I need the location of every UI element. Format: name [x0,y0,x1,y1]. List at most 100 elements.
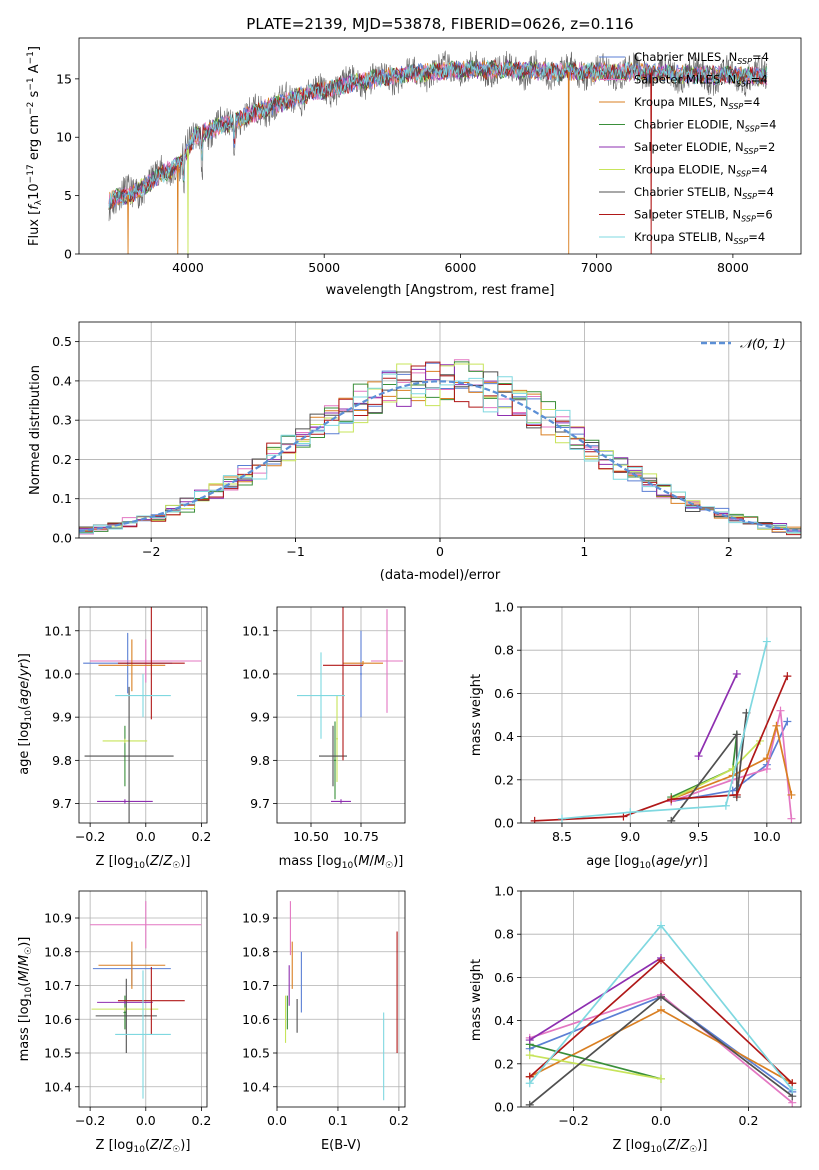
weight-marker [619,812,628,821]
legend-label: Salpeter MILES, NSSP=4 [634,73,768,89]
legend-label: Kroupa STELIB, NSSP=4 [634,230,765,246]
weight-marker [657,992,665,1001]
x-tick-label: 10.0 [753,829,781,844]
y-tick-label: 0.0 [494,1100,514,1115]
y-tick-label: 0.0 [52,531,72,546]
x-tick-label: −2 [142,544,160,559]
spectrum-data [108,50,768,254]
x-tick-label: 2 [725,544,733,559]
legend-text: Salpeter STELIB, N [634,208,741,222]
weight-vs-age-xlabel: age [log10(age/yr)] [586,854,708,871]
y-tick-label: 10.8 [44,944,72,959]
weight-marker [772,721,781,730]
age-vs-z-plot: −0.2 0.0 0.2 9.7 9.8 9.9 10.0 10.1 [44,606,211,844]
weight-vs-age-panel: 8.5 9.0 9.5 10.0 0.0 0.2 0.4 0.6 0.8 1.0 age [log… [469,600,802,871]
age-vs-mass-xlabel: mass [log10(M/M☉)] [279,854,404,871]
legend-label: Chabrier ELODIE, NSSP=4 [634,118,776,134]
legend-label: Chabrier STELIB, NSSP=4 [634,185,774,201]
x-tick-label: 0.2 [191,829,211,844]
age-vs-z-ylabel: age [log10(age/yr)] [17,653,34,775]
errorbar-group [90,901,202,1099]
age-vs-mass-panel: 10.50 10.75 9.7 9.8 9.9 10.0 10.1 mass [log10(… [242,606,406,871]
weight-marker [657,1074,665,1083]
x-tick-label: 0 [436,544,444,559]
weight-marker [525,1051,534,1060]
axes-frame [78,606,208,824]
residuals-ylabel: Normed distribution [28,365,43,495]
legend-text: Salpeter ELODIE, N [634,140,744,154]
legend-value: =4 [751,73,768,87]
x-tick-label: 8.5 [552,829,572,844]
y-tick-label: 0.6 [494,686,514,701]
weight-series-line [670,712,748,822]
series-group [530,637,796,823]
spectrum-title: PLATE=2139, MJD=53878, FIBERID=0626, z=0… [246,15,633,33]
weight-marker [626,808,635,817]
x-tick-label: 5000 [308,260,340,275]
x-tick-label: 10.75 [343,829,379,844]
axes-frame [520,890,802,1108]
legend-text: Chabrier MILES, N [634,50,737,64]
x-tick-label: 10.50 [293,829,329,844]
legend-text: Kroupa ELODIE, N [634,163,736,177]
errorbar-group [284,901,398,1101]
weight-series-line [697,673,738,757]
x-tick-label: 7000 [581,260,613,275]
weight-series-line [534,675,789,822]
y-tick-label: 9.8 [52,753,72,768]
y-tick-label: 9.9 [250,710,270,725]
y-tick-label: 0 [64,247,72,262]
y-tick-label: 0.6 [494,970,514,985]
mass-vs-z-panel: −0.2 0.0 0.2 10.4 10.5 10.6 10.7 10.8 10.9 Z [lo… [17,890,211,1155]
weight-vs-age-ylabel: mass weight [469,674,484,756]
legend-value: =4 [752,50,769,64]
y-tick-label: 10 [56,130,72,145]
spectrum-ylabel: Flux [fλ10−17 erg cm−2 s−1 A−1] [26,46,44,246]
y-tick-label: 10.7 [242,978,270,993]
legend-label: Kroupa MILES, NSSP=4 [634,95,760,111]
x-tick-label: 9.0 [620,829,640,844]
residuals-axes [150,538,730,542]
y-tick-label: 10.0 [242,666,270,681]
y-tick-label: 10.9 [44,911,72,926]
y-tick-label: 10.4 [44,1079,72,1094]
errorbar-group [83,607,202,823]
axes-frame [276,606,406,824]
legend-text: Kroupa MILES, N [634,95,729,109]
x-tick-label: 6000 [445,260,477,275]
masked-pixel-spike [187,149,189,254]
y-tick-label: 9.8 [250,753,270,768]
weight-marker [787,814,796,823]
y-tick-label: 10.1 [44,623,72,638]
y-tick-label: 15 [56,71,72,86]
weight-series-line [529,957,662,1041]
weight-series-line [561,641,768,820]
x-tick-label: 9.5 [689,829,709,844]
weight-vs-z-plot: −0.2 0.0 0.2 0.0 0.2 0.4 0.6 0.8 1.0 [494,884,802,1128]
legend-label: Kroupa ELODIE, NSSP=4 [634,163,768,179]
y-tick-label: 9.7 [52,796,72,811]
residuals-grid: −2 −1 0 1 2 0.0 0.1 0.2 0.3 0.4 0.5 [52,322,801,559]
weight-vs-z-panel: −0.2 0.0 0.2 0.0 0.2 0.4 0.6 0.8 1.0 Z [log10(Z/… [469,884,802,1155]
x-tick-label: −0.2 [75,1113,105,1128]
x-tick-label: 0.0 [651,1113,671,1128]
legend-subscript: SSP [736,80,751,89]
x-tick-label: −0.2 [558,1113,588,1128]
legend-subscript: SSP [736,170,751,179]
x-tick-label: 0.0 [267,1113,287,1128]
residuals-legend: 𝒩(0, 1) [701,336,786,351]
x-tick-label: 8000 [717,260,749,275]
mass-vs-z-ylabel: mass [log10(M/M☉)] [17,937,34,1062]
weight-marker [732,669,741,678]
y-tick-label: 10.5 [242,1046,270,1061]
y-tick-label: 1.0 [494,600,514,615]
mass-vs-ebv-panel: 0.0 0.1 0.2 10.4 10.5 10.6 10.7 10.8 10.9 E(B-V) [242,890,409,1153]
x-tick-label: 4000 [172,260,204,275]
age-vs-z-xlabel: Z [log10(Z/Z☉)] [96,854,191,871]
weight-marker [762,637,771,646]
legend-label: Salpeter STELIB, NSSP=6 [634,208,773,224]
model-spectrum-line [108,59,768,209]
legend-value: =2 [758,140,775,154]
